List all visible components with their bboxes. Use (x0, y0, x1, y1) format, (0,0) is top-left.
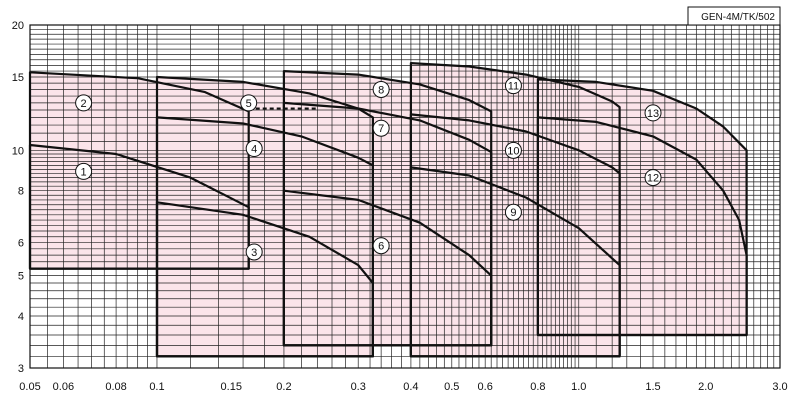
x-tick-label: 2.0 (698, 381, 713, 393)
y-tick-label: 3 (18, 363, 24, 375)
x-tick-label: 0.3 (351, 381, 366, 393)
chart-badge-box (687, 6, 781, 26)
y-axis-ticks: 3 4 5 6 8 10 15 20 (12, 20, 24, 375)
region-label-circle (504, 77, 522, 95)
region-label-7: 7 (372, 119, 390, 137)
chart-badge-text: GEN-4M/TK/502 (701, 12, 775, 23)
region-label-text: 9 (510, 207, 516, 219)
region-label-13: 13 (644, 104, 662, 122)
y-tick-label: 5 (18, 271, 24, 283)
region-label-circle (372, 119, 390, 137)
region-label-circle (644, 169, 662, 187)
region-label-text: 4 (251, 144, 257, 156)
y-tick-label: 20 (12, 20, 24, 32)
region-label-text: 12 (647, 173, 659, 185)
region-outline-11 (409, 61, 621, 358)
region-label-text: 6 (378, 241, 384, 253)
plot-frame (29, 24, 781, 369)
x-tick-label: 0.15 (221, 381, 242, 393)
region-label-8: 8 (372, 80, 390, 98)
region-outline-5 (155, 75, 374, 358)
region-label-text: 11 (508, 81, 519, 93)
region-label-2: 2 (75, 94, 93, 112)
region-outline-8 (282, 69, 493, 347)
region-label-1: 1 (75, 162, 93, 180)
chart-badge: GEN-4M/TK/502 (687, 6, 781, 26)
region-label-text: 1 (81, 166, 87, 178)
region-label-text: 10 (507, 145, 519, 157)
y-tick-label: 4 (18, 311, 24, 323)
region-label-circle (75, 94, 93, 112)
region-label-3: 3 (245, 243, 263, 261)
region-label-circle (504, 141, 522, 159)
x-tick-label: 0.8 (530, 381, 545, 393)
region-label-circle (245, 140, 263, 158)
region-label-text: 8 (378, 84, 384, 96)
region-label-circle (75, 162, 93, 180)
region-label-6: 6 (372, 237, 390, 255)
x-tick-label: 0.08 (105, 381, 126, 393)
region-fill-13 (537, 79, 747, 336)
region-label-circle (372, 237, 390, 255)
y-tick-label: 10 (12, 145, 24, 157)
x-tick-label: 0.4 (403, 381, 418, 393)
region-outline-13 (536, 78, 748, 337)
x-tick-label: 1.0 (571, 381, 586, 393)
x-tick-label: 0.5 (444, 381, 459, 393)
region-label-11: 11 (504, 77, 522, 95)
region-label-text: 2 (81, 98, 87, 110)
region-label-text: 5 (246, 98, 252, 110)
region-label-circle (644, 104, 662, 122)
x-tick-label: 0.1 (149, 381, 164, 393)
region-label-text: 3 (251, 247, 257, 259)
region-label-text: 7 (378, 123, 384, 135)
region-label-circle (245, 243, 263, 261)
region-label-circle (372, 80, 390, 98)
region-label-9: 9 (504, 203, 522, 221)
x-axis-ticks: 0.05 0.06 0.08 0.1 0.15 0.2 0.3 0.4 0.5 0.6 0.8 1.0… (19, 381, 787, 393)
x-tick-label: 0.05 (19, 381, 40, 393)
x-tick-label: 0.6 (478, 381, 493, 393)
x-tick-label: 0.2 (276, 381, 291, 393)
x-tick-label: 1.5 (645, 381, 660, 393)
region-label-10: 10 (504, 141, 522, 159)
region-label-circle (240, 94, 258, 112)
region-label-4: 4 (245, 140, 263, 158)
region-label-12: 12 (644, 169, 662, 187)
y-tick-label: 8 (18, 186, 24, 198)
region-label-text: 13 (647, 108, 659, 120)
region-label-5: 5 (240, 94, 258, 112)
y-tick-label: 15 (12, 72, 24, 84)
x-tick-label: 3.0 (772, 381, 787, 393)
y-tick-label: 6 (18, 238, 24, 250)
region-label-circle (504, 203, 522, 221)
x-tick-label: 0.06 (53, 381, 74, 393)
